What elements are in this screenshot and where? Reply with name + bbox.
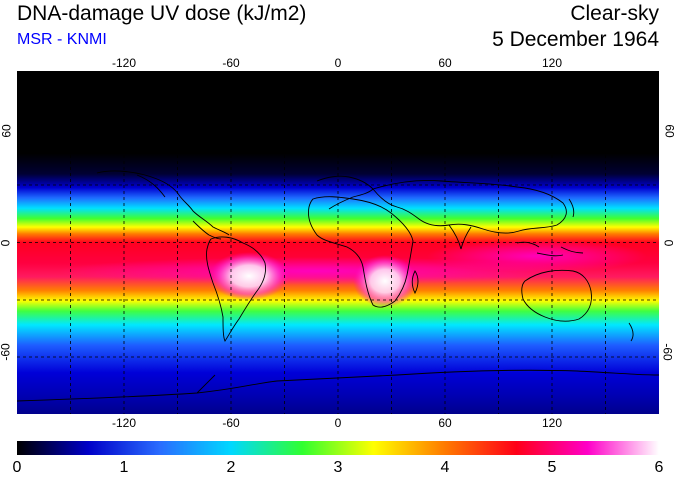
- lon-tick-bottom: 60: [438, 416, 452, 430]
- lon-tick-bottom: -120: [111, 416, 137, 430]
- map-title: DNA-damage UV dose (kJ/m2): [17, 2, 307, 25]
- lon-tick-bottom: -60: [222, 416, 240, 430]
- lon-tick-bottom: 120: [541, 416, 563, 430]
- lon-tick-top: -120: [111, 56, 137, 70]
- colorbar: [17, 441, 659, 455]
- colorbar-label: 2: [226, 459, 236, 476]
- colorbar-label: 0: [12, 459, 22, 476]
- lon-tick-top: 0: [334, 56, 342, 70]
- uv-dose-map: [17, 71, 659, 414]
- colorbar-label: 5: [547, 459, 557, 476]
- lat-tick-left: -60: [0, 343, 13, 361]
- map-date: 5 December 1964: [492, 28, 659, 51]
- lon-tick-bottom: 0: [334, 416, 342, 430]
- colorbar-label: 3: [333, 459, 343, 476]
- lon-tick-top: 120: [541, 56, 563, 70]
- lat-tick-right: -60: [660, 343, 675, 361]
- data-source: MSR - KNMI: [17, 31, 107, 48]
- lat-tick-right: 0: [661, 239, 676, 247]
- lon-tick-top: 60: [438, 56, 452, 70]
- lat-tick-left: 60: [0, 124, 14, 138]
- lon-tick-top: -60: [222, 56, 240, 70]
- colorbar-label: 1: [119, 459, 129, 476]
- colorbar-label: 6: [654, 459, 664, 476]
- sky-condition: Clear-sky: [570, 2, 659, 25]
- lat-tick-right: 60: [662, 124, 677, 138]
- colorbar-label: 4: [440, 459, 450, 476]
- lat-tick-left: 0: [0, 240, 12, 247]
